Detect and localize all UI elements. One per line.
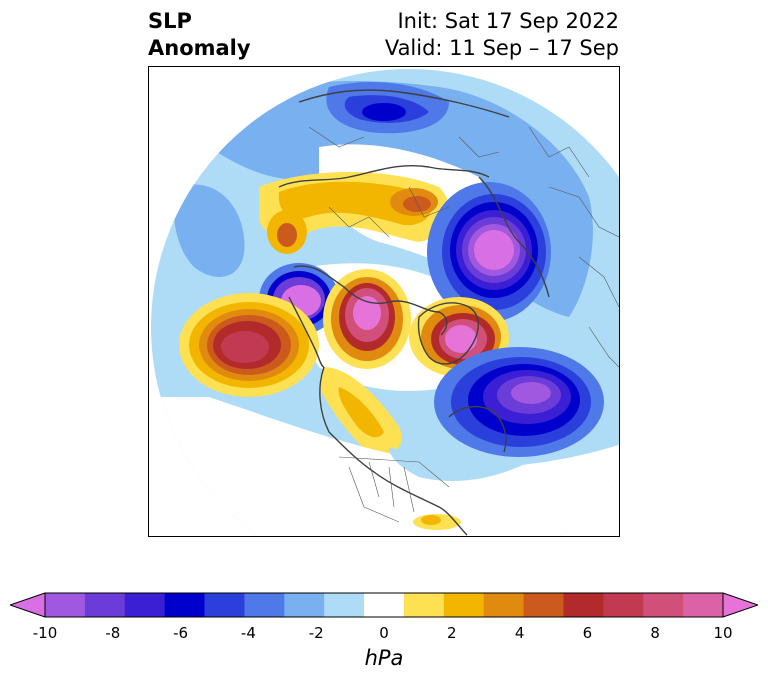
colorbar-cell	[483, 593, 525, 617]
colorbar-tick-label: -2	[308, 624, 324, 642]
colorbar-tick-label: 2	[447, 624, 457, 642]
title-line-2: Anomaly	[148, 36, 251, 60]
colorbar-cell	[683, 593, 724, 617]
colorbar	[10, 592, 758, 618]
colorbar-tick-label: 6	[582, 624, 593, 642]
colorbar-tick-label: 8	[650, 624, 660, 642]
colorbar-cell	[164, 593, 206, 617]
colorbar-cell	[643, 593, 684, 617]
colorbar-cell	[244, 593, 285, 617]
map-canvas	[151, 69, 619, 536]
colorbar-cell	[443, 593, 485, 617]
colorbar-outline	[44, 592, 724, 618]
colorbar-tick-label: 10	[713, 624, 733, 642]
colorbar-right-arrow	[723, 593, 758, 617]
slp-anomaly-map	[148, 66, 620, 537]
map-dates: Init: Sat 17 Sep 2022 Valid: 11 Sep – 17…	[385, 8, 619, 62]
title-line-1: SLP	[148, 9, 192, 33]
colorbar-cell	[523, 593, 564, 617]
colorbar-cell	[324, 593, 365, 617]
low-region-west	[174, 184, 245, 277]
colorbar-tick-label: 4	[514, 624, 525, 642]
coastlines	[278, 89, 550, 536]
colorbar-tick-label: 0	[379, 624, 389, 642]
colorbar-tick-label: -4	[240, 624, 256, 642]
colorbar-cell	[284, 593, 325, 617]
init-date: Init: Sat 17 Sep 2022	[397, 9, 619, 33]
colorbar-cell	[364, 593, 405, 617]
colorbar-cell	[84, 593, 126, 617]
valid-range: Valid: 11 Sep – 17 Sep	[384, 36, 619, 60]
colorbar-unit-label: hPa	[364, 646, 404, 670]
political-borders	[308, 126, 619, 523]
colorbar-cell	[204, 593, 245, 617]
colorbar-cell	[563, 593, 604, 617]
colorbar-cell	[603, 593, 644, 617]
colorbar-cell	[403, 593, 445, 617]
map-title: SLP Anomaly	[148, 8, 251, 62]
colorbar-tick-label: -8	[105, 624, 121, 642]
colorbar-tick-label: -10	[32, 624, 58, 642]
colorbar-tick-label: -6	[173, 624, 189, 642]
colorbar-left-arrow	[10, 593, 45, 617]
colorbar-cell	[45, 593, 86, 617]
colorbar-cell	[124, 593, 166, 617]
